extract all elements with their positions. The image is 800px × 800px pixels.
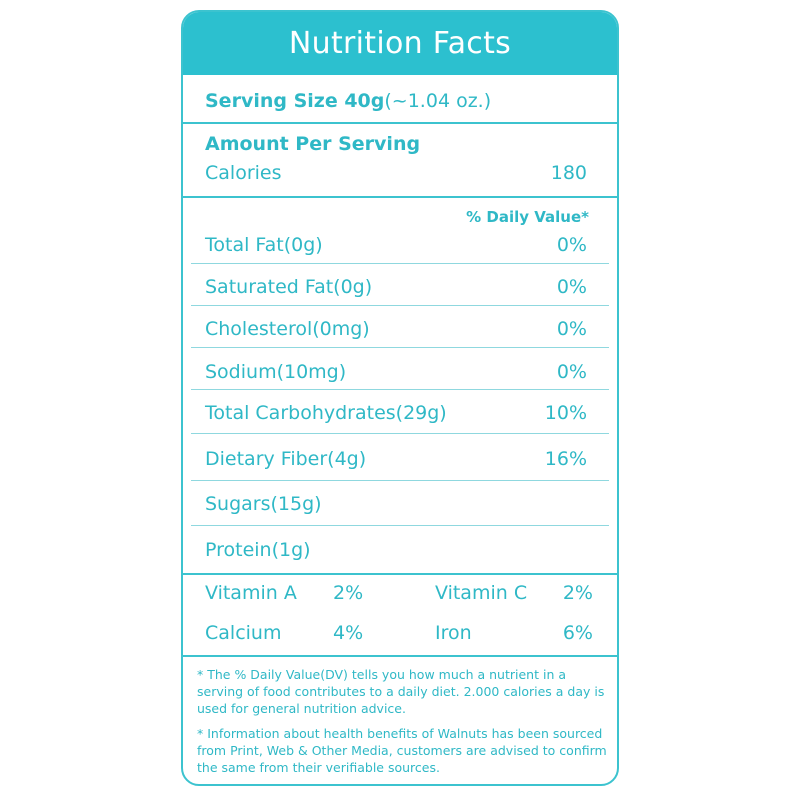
amount-per-serving: Amount Per Serving (205, 133, 421, 155)
serving-size: Serving Size 40g(~1.04 oz.) (205, 90, 491, 112)
nutrient-label: Total Fat(0g) (205, 234, 323, 256)
nutrient-value: 10% (544, 402, 587, 424)
row-divider (191, 389, 609, 390)
divider (183, 196, 617, 198)
nutrient-value: 0% (556, 276, 587, 298)
nutrient-label: Dietary Fiber(4g) (205, 448, 367, 470)
divider (183, 655, 617, 657)
vitamin-value: 2% (333, 582, 364, 604)
divider (183, 122, 617, 124)
nutrient-label: Protein(1g) (205, 539, 311, 561)
mineral-value: 4% (333, 622, 364, 644)
calories-value: 180 (550, 162, 587, 184)
nutrient-value: 0% (556, 361, 587, 383)
footnote-sources: * Information about health benefits of W… (197, 726, 607, 775)
row-divider (191, 305, 609, 306)
label-title: Nutrition Facts (183, 12, 617, 75)
vitamin-label: Vitamin C (435, 582, 528, 604)
row-divider (191, 480, 609, 481)
nutrient-value: 16% (544, 448, 587, 470)
row-divider (191, 433, 609, 434)
nutrient-label: Total Carbohydrates(29g) (205, 402, 447, 424)
nutrient-value: 0% (556, 318, 587, 340)
divider (183, 573, 617, 575)
mineral-label: Calcium (205, 622, 282, 644)
nutrient-value: 0% (556, 234, 587, 256)
nutrient-label: Sugars(15g) (205, 493, 322, 515)
nutrient-label: Sodium(10mg) (205, 361, 347, 383)
vitamin-label: Vitamin A (205, 582, 297, 604)
nutrient-label: Saturated Fat(0g) (205, 276, 373, 298)
nutrient-label: Cholesterol(0mg) (205, 318, 370, 340)
mineral-label: Iron (435, 622, 472, 644)
row-divider (191, 525, 609, 526)
mineral-value: 6% (562, 622, 593, 644)
daily-value-header: % Daily Value* (466, 208, 589, 226)
vitamin-value: 2% (562, 582, 593, 604)
serving-size-amount: (~1.04 oz.) (384, 90, 492, 112)
row-divider (191, 263, 609, 264)
row-divider (191, 347, 609, 348)
footnote-daily-value: * The % Daily Value(DV) tells you how mu… (197, 667, 605, 716)
serving-size-label: Serving Size 40g (205, 90, 385, 112)
nutrition-label: Nutrition Facts Serving Size 40g(~1.04 o… (181, 10, 619, 786)
calories-label: Calories (205, 162, 282, 184)
